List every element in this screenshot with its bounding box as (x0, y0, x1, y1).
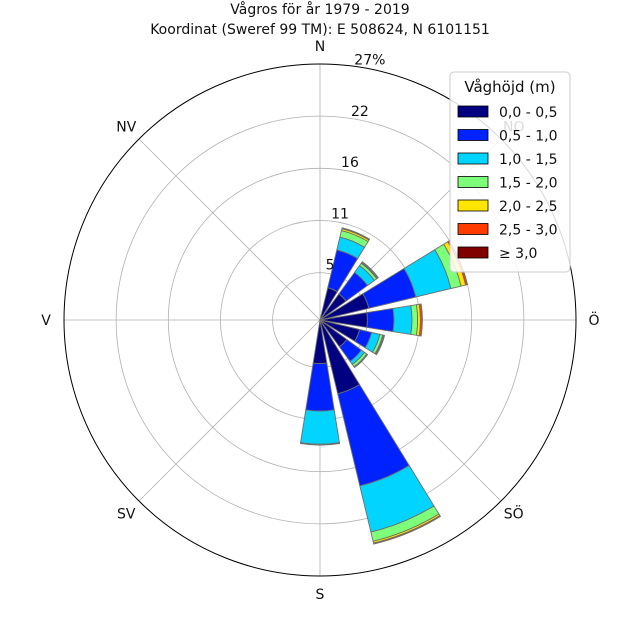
rose-wedge (366, 307, 395, 333)
grid-spoke (138, 319, 321, 502)
radial-tick-label: 5 (326, 257, 335, 273)
rose-wedge (300, 409, 340, 445)
radial-tick-label: 27% (354, 53, 385, 69)
legend-label: 2,0 - 2,5 (499, 199, 557, 215)
rose-wedge (392, 305, 413, 335)
legend-swatch (457, 223, 489, 235)
legend-label: 0,5 - 1,0 (499, 129, 557, 145)
legend-swatch (457, 105, 489, 118)
rose-wedge (299, 442, 341, 446)
plot-outer-ring (63, 63, 577, 577)
radial-tick-label: 11 (331, 206, 349, 222)
chart-subtitle: Koordinat (Sweref 99 TM): E 508624, N 61… (150, 22, 490, 38)
legend-title: Våghöjd (m) (464, 78, 555, 96)
legend-label: ≥ 3,0 (499, 246, 537, 262)
chart-title: Vågros för år 1979 - 2019 (230, 1, 409, 18)
rose-wedge (353, 353, 369, 369)
compass-label: SV (117, 507, 136, 523)
rose-wedge (373, 515, 442, 545)
compass-label: V (41, 313, 51, 329)
radial-tick-label: 22 (351, 104, 369, 120)
legend-box (449, 71, 571, 273)
radial-tick-label: 16 (341, 155, 359, 171)
compass-label: SÖ (504, 505, 524, 523)
rose-wedge (375, 334, 386, 356)
legend-swatch (457, 176, 489, 188)
grid-spoke (138, 138, 321, 321)
legend-swatch (457, 152, 489, 165)
rose-wedge (361, 261, 379, 279)
compass-label: N (315, 39, 325, 55)
compass-label: S (316, 587, 325, 603)
rose-wedge (341, 227, 371, 241)
legend-label: 0,0 - 0,5 (499, 105, 557, 121)
legend-swatch (457, 199, 489, 212)
rose-wedge (418, 303, 423, 337)
compass-label: Ö (588, 311, 599, 329)
legend-label: 1,0 - 1,5 (499, 152, 557, 168)
legend: Våghöjd (m) 0,0 - 0,5 0,5 - 1,0 1,0 - 1,5 1,… (449, 71, 571, 273)
legend-swatch (457, 246, 489, 259)
legend-label: 2,5 - 3,0 (499, 223, 557, 239)
compass-label: NV (116, 119, 136, 135)
legend-swatch (457, 129, 489, 141)
legend-label: 1,5 - 2,0 (499, 176, 557, 192)
